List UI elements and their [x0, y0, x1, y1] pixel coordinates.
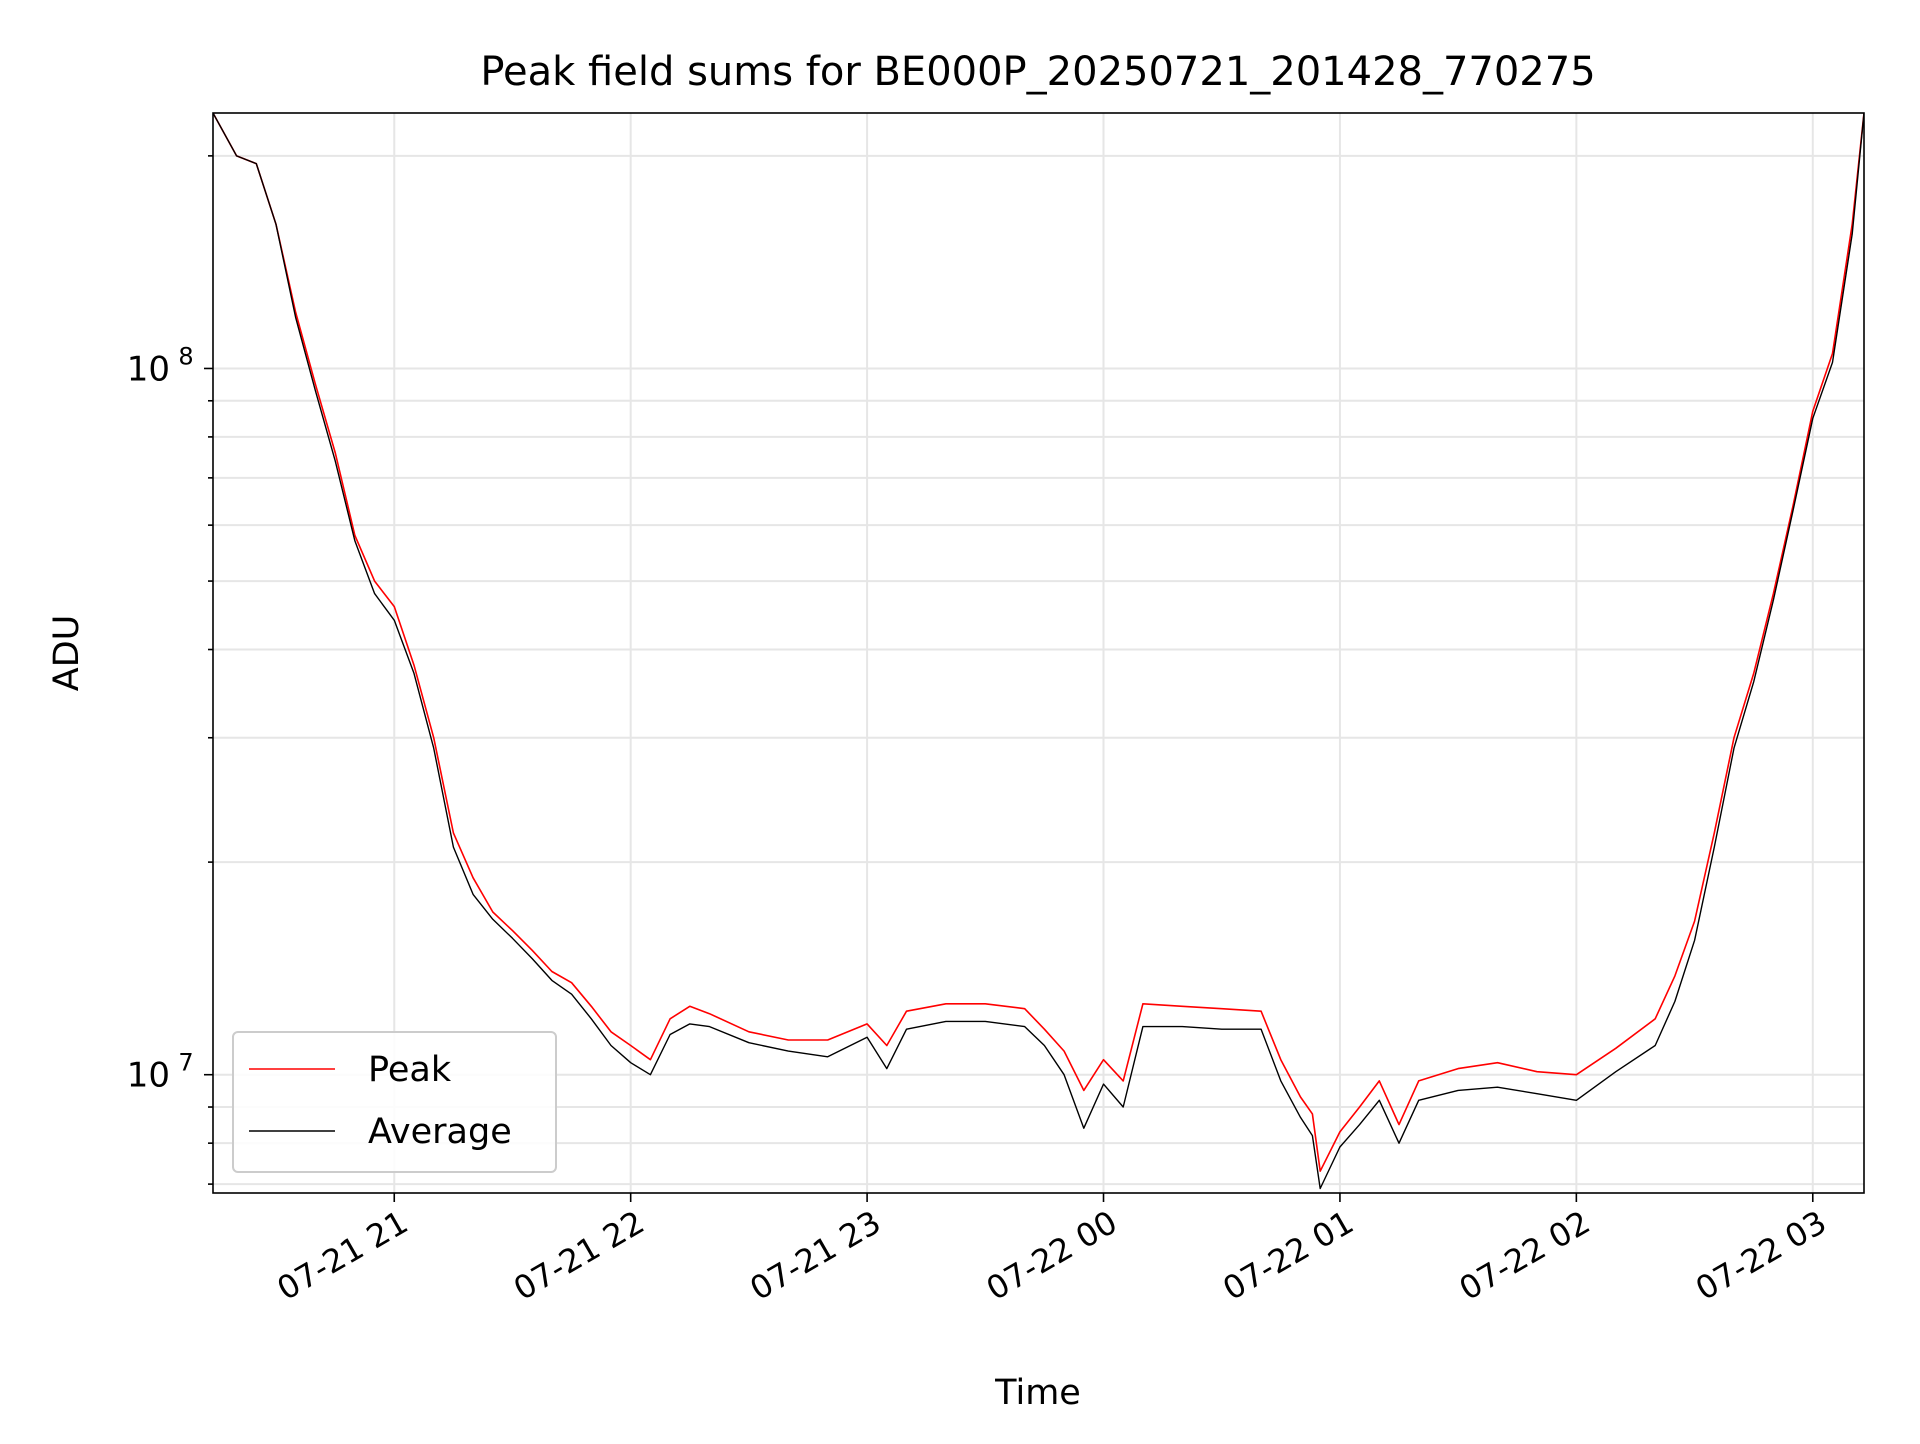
y-tick-exponent: 8	[178, 342, 193, 370]
series-line-peak	[213, 113, 1864, 1172]
plot-frame	[212, 112, 1865, 1194]
y-tick-label: 10	[127, 349, 170, 389]
legend-label-peak: Peak	[368, 1050, 452, 1090]
series-line-average	[213, 113, 1864, 1190]
y-tick-exponent: 7	[178, 1049, 193, 1077]
legend-label-average: Average	[368, 1112, 512, 1152]
chart-title: Peak field sums for BE000P_20250721_2014…	[480, 49, 1595, 95]
legend: Peak Average	[232, 1031, 557, 1173]
y-tick-label: 10	[127, 1056, 170, 1096]
legend-box	[232, 1031, 557, 1173]
series-layer	[213, 113, 1864, 1190]
x-axis-label: Time	[994, 1373, 1081, 1413]
y-axis-label: ADU	[47, 615, 87, 692]
grid-lines	[213, 113, 1864, 1193]
